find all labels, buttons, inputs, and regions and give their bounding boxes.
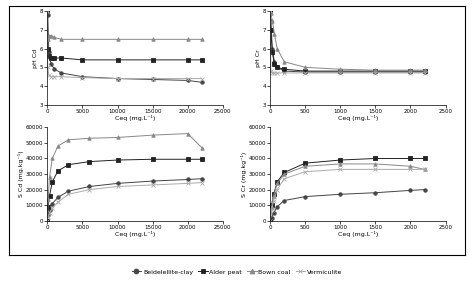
Y-axis label: pH Cr: pH Cr [256, 49, 261, 67]
Y-axis label: S Cr (mg.kg⁻¹): S Cr (mg.kg⁻¹) [241, 151, 247, 197]
X-axis label: Ceq (mg.L⁻¹): Ceq (mg.L⁻¹) [115, 231, 155, 237]
Y-axis label: pH Cd: pH Cd [33, 48, 38, 68]
X-axis label: Ceq (mg.L⁻¹): Ceq (mg.L⁻¹) [337, 115, 378, 121]
X-axis label: Ceq (mg.L⁻¹): Ceq (mg.L⁻¹) [337, 231, 378, 237]
Y-axis label: S Cd (mg.kg⁻¹): S Cd (mg.kg⁻¹) [18, 151, 24, 197]
Legend: Beidelellite-clay, Alder peat, Bown coal, Vermiculite: Beidelellite-clay, Alder peat, Bown coal… [129, 267, 345, 277]
X-axis label: Ceq (mg.L⁻¹): Ceq (mg.L⁻¹) [115, 115, 155, 121]
